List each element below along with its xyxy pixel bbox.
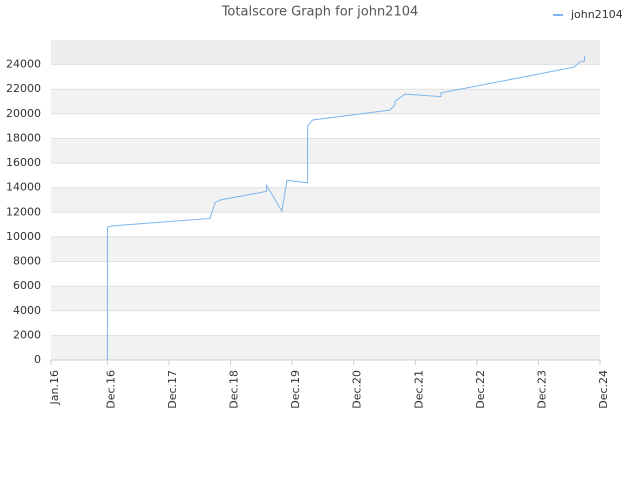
grid-band	[51, 212, 600, 237]
line	[106, 56, 586, 360]
grid-band	[51, 89, 600, 114]
grid-band	[51, 286, 600, 311]
x-tick-label: Dec.22	[474, 370, 487, 409]
grid-band	[51, 261, 600, 287]
grid-band	[51, 163, 600, 188]
x-tick-label: Dec.19	[289, 370, 302, 409]
y-tick-label: 10000	[6, 230, 41, 243]
x-tick-label: Dec.23	[535, 370, 548, 409]
y-tick-label: 0	[34, 353, 41, 366]
legend-label: john2104	[570, 8, 623, 21]
x-tick-label: Dec.24	[597, 370, 610, 409]
grid-band	[51, 236, 600, 262]
chart-title: Totalscore Graph for john2104	[221, 5, 419, 20]
x-tick-label: Dec.20	[351, 370, 364, 409]
grid-band	[51, 310, 600, 336]
x-tick-label: Dec.16	[104, 370, 117, 409]
y-tick-label: 12000	[6, 205, 41, 218]
y-tick-label: 4000	[13, 304, 41, 317]
y-tick-label: 6000	[13, 279, 41, 292]
y-tick-label: 18000	[6, 131, 41, 144]
grid-band	[51, 64, 600, 90]
y-tick-label: 24000	[6, 58, 41, 71]
y-tick-label: 22000	[6, 82, 41, 95]
grid-band	[51, 335, 600, 360]
x-tick-label: Dec.21	[412, 370, 425, 409]
y-tick-label: 20000	[6, 107, 41, 120]
y-tick-label: 2000	[13, 328, 41, 341]
grid-band	[51, 113, 600, 139]
y-tick-label: 16000	[6, 156, 41, 169]
y-tick-label: 8000	[13, 255, 41, 268]
grid-band	[51, 40, 600, 65]
x-tick-label: Jan.16	[48, 370, 61, 405]
y-tick-label: 14000	[6, 181, 41, 194]
x-tick-label: Dec.18	[228, 370, 241, 409]
grid-band	[51, 138, 600, 164]
grid-band	[51, 187, 600, 213]
x-tick-label: Dec.17	[166, 370, 179, 409]
